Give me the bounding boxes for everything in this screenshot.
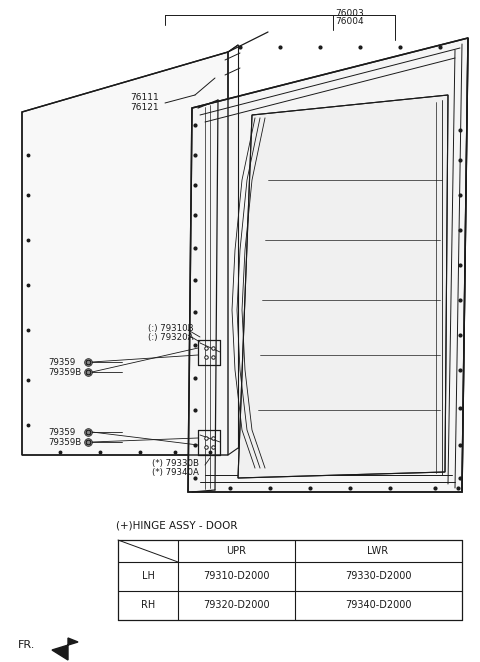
- Text: (*) 79330B: (*) 79330B: [152, 459, 199, 467]
- Text: (+)HINGE ASSY - DOOR: (+)HINGE ASSY - DOOR: [116, 521, 238, 531]
- Text: UPR: UPR: [226, 546, 246, 556]
- Text: 76111: 76111: [130, 93, 159, 101]
- Text: 79320-D2000: 79320-D2000: [203, 600, 269, 610]
- Text: 76004: 76004: [335, 17, 364, 26]
- Text: 79359: 79359: [48, 357, 75, 367]
- Text: 79359B: 79359B: [48, 367, 81, 377]
- Text: RH: RH: [141, 600, 155, 610]
- Text: 79310-D2000: 79310-D2000: [203, 571, 269, 581]
- Text: FR.: FR.: [18, 640, 36, 650]
- Text: (:) 79310B: (:) 79310B: [148, 324, 193, 332]
- Text: 76003: 76003: [335, 9, 364, 17]
- Text: LH: LH: [142, 571, 155, 581]
- Polygon shape: [52, 638, 78, 660]
- Text: 79330-D2000: 79330-D2000: [345, 571, 411, 581]
- Polygon shape: [188, 38, 468, 492]
- Text: 79340-D2000: 79340-D2000: [345, 600, 411, 610]
- Polygon shape: [22, 52, 228, 455]
- Polygon shape: [238, 95, 448, 478]
- Text: 79359B: 79359B: [48, 438, 81, 446]
- Text: 76121: 76121: [130, 103, 158, 111]
- Text: (:) 79320A: (:) 79320A: [148, 332, 193, 342]
- Text: LWR: LWR: [367, 546, 389, 556]
- Text: (*) 79340A: (*) 79340A: [152, 467, 199, 477]
- Text: 79359: 79359: [48, 428, 75, 436]
